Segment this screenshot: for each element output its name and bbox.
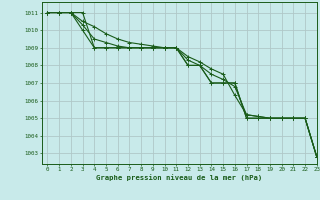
X-axis label: Graphe pression niveau de la mer (hPa): Graphe pression niveau de la mer (hPa)	[96, 175, 262, 181]
